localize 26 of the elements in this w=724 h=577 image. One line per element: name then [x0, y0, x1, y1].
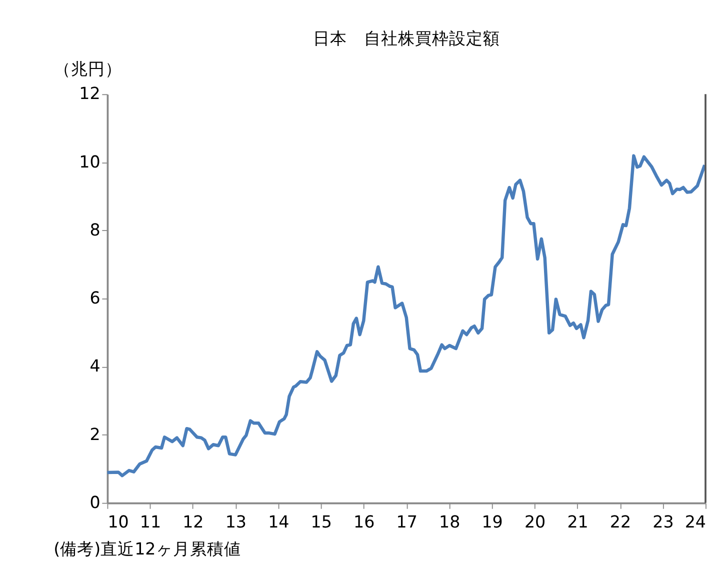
x-tick-label: 23 — [652, 512, 674, 532]
chart-title: 日本 自社株買枠設定額 — [312, 29, 500, 48]
y-tick-label: 12 — [79, 84, 100, 104]
text: (備考)直近12ヶ月累積値 — [54, 540, 241, 559]
x-tick-label: 19 — [482, 512, 503, 532]
x-tick-label: 10 — [108, 512, 129, 532]
x-tick-label: 17 — [396, 512, 418, 532]
y-tick-label: 10 — [79, 152, 100, 172]
y-tick-label: 0 — [90, 492, 100, 512]
y-tick-label: 4 — [90, 356, 100, 376]
x-tick-label: 14 — [268, 512, 290, 532]
x-tick-label: 13 — [225, 512, 246, 532]
x-tick-label: 16 — [354, 512, 375, 532]
x-tick-label: 21 — [567, 512, 588, 532]
y-axis-title: （兆円） — [54, 59, 122, 78]
x-tick-label: 11 — [140, 512, 162, 532]
x-tick-label: 20 — [524, 512, 546, 532]
x-tick-label: 18 — [439, 512, 460, 532]
x-tick-label: 12 — [182, 512, 204, 532]
x-tick-label: 24 — [684, 512, 706, 532]
y-tick-label: 2 — [90, 424, 100, 444]
x-tick-label: 22 — [610, 512, 632, 532]
y-tick-label: 6 — [90, 288, 100, 308]
x-tick-label: 15 — [310, 512, 332, 532]
y-tick-label: 8 — [90, 220, 100, 240]
line-series — [106, 154, 706, 478]
